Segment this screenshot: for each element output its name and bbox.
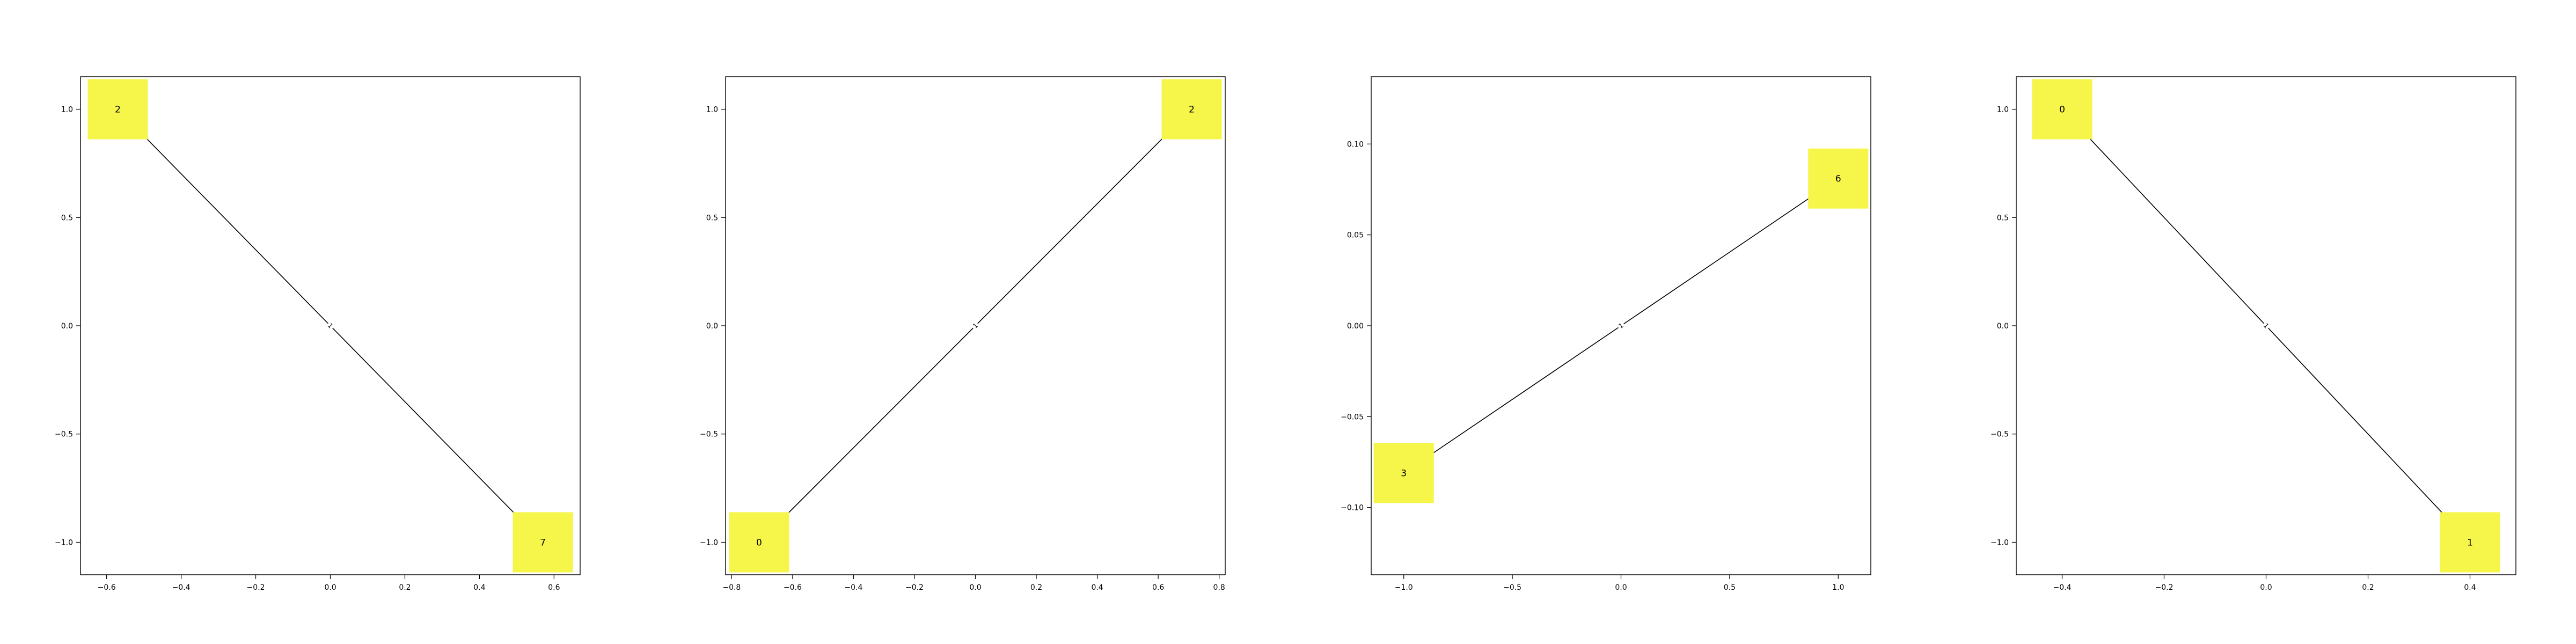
- x-tick-label: −0.4: [2053, 583, 2072, 592]
- node-box: [2440, 512, 2500, 573]
- x-tick-label: −1.0: [1395, 583, 1413, 592]
- y-tick-label: 0.5: [1997, 214, 2009, 222]
- node-label: 0: [756, 537, 762, 548]
- network-panel-2: 1 0 2 −0.8 −0.6 −0.4 −0.2 0.0 0.2 0.4 0.6 0.8 −1.0 −0…: [700, 76, 1226, 592]
- x-tick-label: 0.5: [1724, 583, 1736, 592]
- x-tick-label: 0.4: [1091, 583, 1103, 592]
- x-tick-label: 0.0: [324, 583, 336, 592]
- y-tick-label: −1.0: [55, 538, 73, 547]
- y-tick-label: 0.00: [1347, 322, 1364, 331]
- network-panel-1: 1 2 7 −0.6 −0.4 −0.2 0.0 0.2 0.4 0.6 −1.0 −0.5 0.0 0.…: [55, 76, 581, 592]
- y-tick-label: 0.10: [1347, 140, 1364, 149]
- node-box: [729, 512, 789, 573]
- x-tick-label: 0.0: [1615, 583, 1627, 592]
- x-tick-label: −0.2: [905, 583, 924, 592]
- y-tick-label: −1.0: [1990, 538, 2009, 547]
- x-tick-label: −0.8: [722, 583, 741, 592]
- panel-marks: 1 2 7: [87, 79, 573, 573]
- node-box: [2032, 79, 2092, 140]
- y-tick-label: 0.0: [1997, 322, 2009, 331]
- x-tick-label: 0.0: [2260, 583, 2272, 592]
- y-tick-label: −0.5: [55, 430, 73, 439]
- edge-label-background: [970, 320, 981, 331]
- x-tick-label: −0.2: [2155, 583, 2174, 592]
- y-tick-label: −0.5: [1990, 430, 2009, 439]
- node-box: [513, 512, 573, 573]
- edge-label-group: 1: [1616, 320, 1626, 331]
- x-tick-label: 0.6: [548, 583, 560, 592]
- edge-label-group: 1: [325, 320, 336, 331]
- edge-label-background: [325, 320, 336, 331]
- panel-marks: 1 0 2: [729, 79, 1222, 573]
- y-tick-label: 1.0: [61, 106, 73, 114]
- node-label: 7: [540, 537, 546, 548]
- y-tick-label: −0.10: [1341, 504, 1364, 513]
- network-panel-3: 1 3 6 −1.0 −0.5 0.0 0.5 1.0 −0.10 −0.05 0.00 0.05 0.…: [1341, 76, 1871, 592]
- node-label: 3: [1401, 468, 1407, 479]
- y-tick-label: 0.0: [706, 322, 718, 331]
- node-label: 0: [2059, 105, 2065, 115]
- y-tick-label: 1.0: [1997, 106, 2009, 114]
- x-tick-label: −0.4: [172, 583, 191, 592]
- edge-label-group: 1: [970, 320, 981, 331]
- node-label: 6: [1835, 174, 1841, 185]
- x-tick-label: −0.6: [98, 583, 116, 592]
- x-tick-label: 0.2: [1030, 583, 1042, 592]
- panel-marks: 1 0 1: [2032, 79, 2500, 573]
- y-tick-label: −0.5: [700, 430, 718, 439]
- x-tick-label: 0.2: [399, 583, 411, 592]
- panel-marks: 1 3 6: [1373, 148, 1869, 503]
- y-tick-label: 0.5: [706, 214, 718, 222]
- node-label: 2: [1189, 105, 1195, 115]
- edge-label-background: [2260, 320, 2272, 331]
- node-label: 2: [115, 105, 121, 115]
- y-tick-label: −1.0: [700, 538, 718, 547]
- x-tick-label: 0.4: [2464, 583, 2476, 592]
- x-tick-label: 0.0: [969, 583, 981, 592]
- x-tick-label: 1.0: [1832, 583, 1844, 592]
- network-panel-4: 1 0 1 −0.4 −0.2 0.0 0.2 0.4 −1.0 −0.5 0.0 0.5 1.0: [1990, 76, 2516, 592]
- x-tick-label: −0.2: [247, 583, 265, 592]
- y-tick-label: −0.05: [1341, 413, 1364, 421]
- node-box: [1808, 148, 1869, 209]
- x-tick-label: −0.4: [844, 583, 862, 592]
- y-tick-label: 0.05: [1347, 231, 1364, 240]
- x-tick-label: 0.2: [2362, 583, 2374, 592]
- node-box: [87, 79, 148, 140]
- node-box: [1161, 79, 1222, 140]
- edge-label-group: 1: [2260, 320, 2272, 331]
- x-tick-label: −0.6: [784, 583, 802, 592]
- x-tick-label: 0.8: [1213, 583, 1225, 592]
- edge-label-background: [1616, 320, 1626, 331]
- y-tick-label: 0.0: [61, 322, 73, 331]
- x-tick-label: 0.4: [473, 583, 485, 592]
- x-tick-label: 0.6: [1152, 583, 1164, 592]
- node-label: 1: [2467, 537, 2473, 548]
- x-tick-label: −0.5: [1503, 583, 1521, 592]
- y-tick-label: 0.5: [61, 214, 73, 222]
- node-box: [1373, 443, 1434, 503]
- y-tick-label: 1.0: [706, 106, 718, 114]
